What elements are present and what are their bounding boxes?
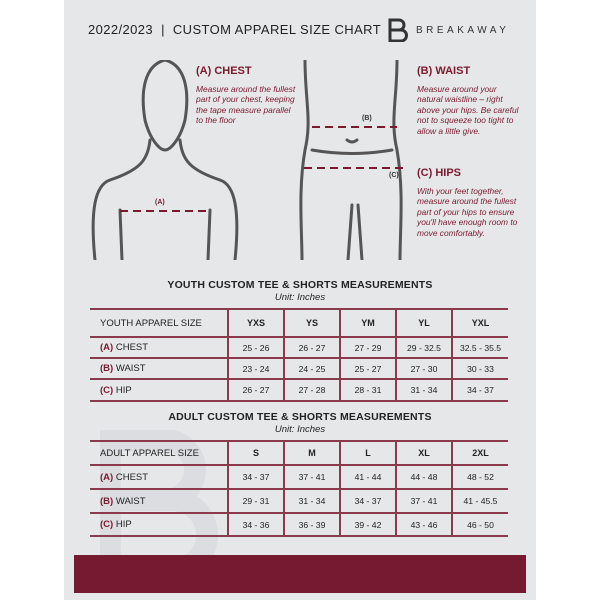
- waist-description: Measure around your natural waistline – …: [417, 84, 519, 136]
- cell: 31 - 34: [395, 378, 452, 402]
- size-header: XL: [395, 440, 452, 465]
- cell: 29 - 31: [227, 488, 284, 513]
- size-header: L: [339, 440, 396, 465]
- row-label: (C) HIP: [90, 378, 228, 402]
- youth-table-unit: Unit: Inches: [274, 292, 326, 303]
- cell: 32.5 - 35.5: [451, 336, 508, 358]
- body-figures-illustration: [91, 60, 405, 260]
- chest-description: Measure around the fullest part of your …: [196, 84, 296, 126]
- cell: 28 - 31: [339, 378, 396, 402]
- table-header-row: ADULT APPAREL SIZE S M L XL 2XL: [90, 440, 508, 465]
- size-header: S: [227, 440, 284, 465]
- row-label: (A) CHEST: [90, 336, 228, 358]
- cell: 23 - 24: [227, 357, 284, 379]
- cell: 26 - 27: [283, 336, 340, 358]
- cell: 39 - 42: [339, 512, 396, 537]
- chest-title: (A) CHEST: [196, 65, 252, 77]
- header-label: ADULT APPAREL SIZE: [90, 440, 228, 465]
- hips-title: (C) HIPS: [417, 167, 461, 179]
- cell: 30 - 33: [451, 357, 508, 379]
- cell: 31 - 34: [283, 488, 340, 513]
- header-label: YOUTH APPAREL SIZE: [90, 308, 228, 337]
- youth-size-table: YOUTH APPAREL SIZE YXS YS YM YL YXL (A) …: [90, 308, 508, 402]
- size-header: YXS: [227, 308, 284, 337]
- table-row: (B) WAIST 29 - 31 31 - 34 34 - 37 37 - 41 41…: [90, 488, 508, 513]
- hips-description: With your feet together, measure around …: [417, 186, 518, 238]
- cell: 25 - 26: [227, 336, 284, 358]
- cell: 34 - 36: [227, 512, 284, 537]
- size-header: YM: [339, 308, 396, 337]
- cell: 34 - 37: [339, 488, 396, 513]
- cell: 29 - 32.5: [395, 336, 452, 358]
- size-header: M: [283, 440, 340, 465]
- table-row: (C) HIP 26 - 27 27 - 28 28 - 31 31 - 34 34 -…: [90, 378, 508, 402]
- row-label: (C) HIP: [90, 512, 228, 537]
- cell: 48 - 52: [451, 464, 508, 489]
- row-label: (A) CHEST: [90, 464, 228, 489]
- cell: 34 - 37: [227, 464, 284, 489]
- hips-marker: (C): [389, 172, 399, 179]
- chest-marker: (A): [155, 199, 165, 206]
- cell: 43 - 46: [395, 512, 452, 537]
- row-label: (B) WAIST: [90, 488, 228, 513]
- waist-marker: (B): [362, 115, 372, 122]
- cell: 27 - 30: [395, 357, 452, 379]
- cell: 37 - 41: [395, 488, 452, 513]
- cell: 41 - 44: [339, 464, 396, 489]
- cell: 46 - 50: [451, 512, 508, 537]
- cell: 24 - 25: [283, 357, 340, 379]
- cell: 27 - 29: [339, 336, 396, 358]
- cell: 37 - 41: [283, 464, 340, 489]
- cell: 25 - 27: [339, 357, 396, 379]
- size-header: 2XL: [451, 440, 508, 465]
- table-row: (A) CHEST 25 - 26 26 - 27 27 - 29 29 - 32.5…: [90, 336, 508, 358]
- cell: 41 - 45.5: [451, 488, 508, 513]
- cell: 44 - 48: [395, 464, 452, 489]
- table-header-row: YOUTH APPAREL SIZE YXS YS YM YL YXL: [90, 308, 508, 337]
- size-header: YXL: [451, 308, 508, 337]
- youth-table-title: YOUTH CUSTOM TEE & SHORTS MEASUREMENTS: [167, 279, 433, 291]
- breakaway-logo-icon: [388, 18, 408, 42]
- brand-name: BREAKAWAY: [416, 24, 510, 36]
- adult-table-unit: Unit: Inches: [274, 424, 326, 435]
- size-header: YL: [395, 308, 452, 337]
- table-row: (A) CHEST 34 - 37 37 - 41 41 - 44 44 - 48 48…: [90, 464, 508, 489]
- size-header: YS: [283, 308, 340, 337]
- adult-size-table: ADULT APPAREL SIZE S M L XL 2XL (A) CHES…: [90, 440, 508, 537]
- table-row: (B) WAIST 23 - 24 24 - 25 25 - 27 27 - 30 30…: [90, 357, 508, 379]
- cell: 26 - 27: [227, 378, 284, 402]
- brand-logo: BREAKAWAY: [388, 18, 509, 42]
- footer-bar: [74, 555, 526, 593]
- adult-table-title: ADULT CUSTOM TEE & SHORTS MEASUREMENTS: [168, 411, 432, 423]
- cell: 36 - 39: [283, 512, 340, 537]
- waist-title: (B) WAIST: [417, 65, 471, 77]
- table-row: (C) HIP 34 - 36 36 - 39 39 - 42 43 - 46 46 -…: [90, 512, 508, 537]
- page-title: 2022/2023 | CUSTOM APPAREL SIZE CHART: [88, 22, 382, 37]
- cell: 34 - 37: [451, 378, 508, 402]
- cell: 27 - 28: [283, 378, 340, 402]
- row-label: (B) WAIST: [90, 357, 228, 379]
